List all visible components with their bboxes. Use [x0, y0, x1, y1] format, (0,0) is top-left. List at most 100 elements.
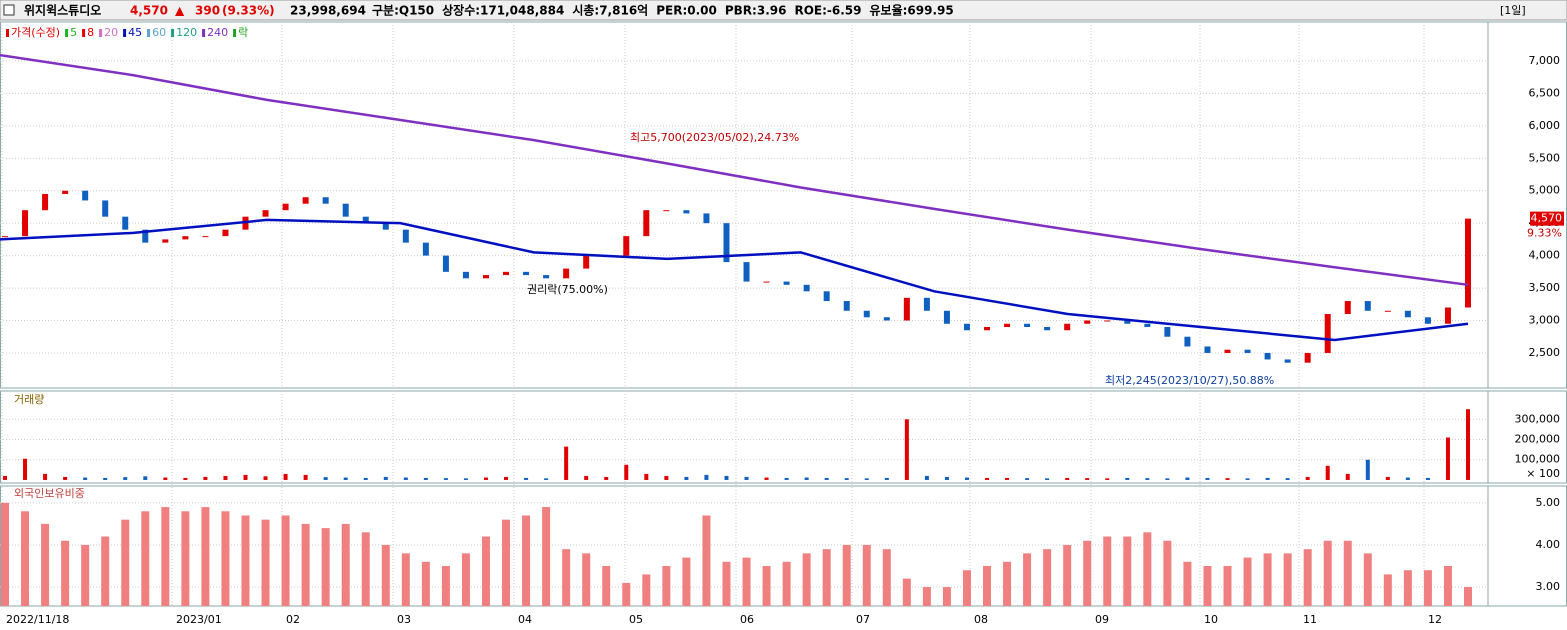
candle — [703, 213, 710, 224]
candle — [1304, 352, 1311, 363]
volume-bar — [985, 477, 990, 480]
foreign-bar — [1403, 570, 1412, 606]
volume-bar — [1265, 477, 1270, 480]
foreign-bar — [21, 511, 30, 606]
foreign-bar — [602, 566, 611, 606]
foreign-bar — [1163, 540, 1172, 606]
ma-line — [0, 53, 1469, 287]
foreign-bar — [361, 532, 370, 606]
candle — [1344, 301, 1351, 315]
volume-bar — [183, 477, 188, 480]
foreign-bar — [221, 511, 230, 606]
legend-swatch — [147, 29, 151, 37]
foreign-bar — [1383, 574, 1392, 606]
candle — [523, 271, 530, 276]
checkbox[interactable] — [3, 4, 15, 16]
foreign-bar — [421, 561, 430, 606]
foreign-bar — [1243, 557, 1252, 606]
header-text: ▲ — [175, 4, 185, 18]
candle — [62, 190, 69, 194]
header-text: 위지윅스튜디오 — [24, 3, 101, 18]
volume-bar — [43, 473, 48, 480]
legend-swatch — [82, 29, 86, 37]
y-tick-label: 4.00 — [1536, 538, 1561, 551]
header-text: (9.33%) — [222, 4, 275, 18]
header-item: PER:0.00 — [656, 4, 717, 18]
candle — [1164, 327, 1171, 337]
y-tick-label: 5.00 — [1536, 496, 1561, 509]
legend-entry: 8 — [87, 26, 94, 39]
legend-swatch — [99, 29, 103, 37]
header-text: 23,998,694 — [290, 4, 366, 18]
candle — [142, 229, 149, 243]
x-tick-label: 06 — [740, 613, 754, 626]
volume-bar — [1285, 478, 1290, 480]
candle — [82, 190, 89, 201]
foreign-bar — [1, 502, 9, 606]
foreign-bar — [1423, 570, 1432, 606]
x-tick-label: 09 — [1095, 613, 1109, 626]
volume-bar — [664, 475, 669, 480]
foreign-bar — [822, 549, 831, 606]
foreign-bar — [61, 540, 70, 606]
foreign-bar — [1003, 561, 1012, 606]
legend-swatch — [65, 29, 69, 37]
candle — [723, 223, 730, 263]
legend-swatch — [202, 29, 206, 37]
candle — [903, 297, 910, 321]
volume-bar — [704, 474, 709, 480]
y-tick-label: 5,500 — [1529, 151, 1561, 164]
header-bar — [0, 0, 1567, 21]
candle — [843, 301, 850, 311]
x-tick-label: 07 — [856, 613, 870, 626]
candle — [1284, 359, 1291, 363]
candle — [302, 197, 309, 204]
volume-bar — [343, 477, 348, 480]
volume-bar — [1245, 478, 1250, 480]
ma-line — [0, 218, 1469, 342]
y-tick-label: 3,500 — [1529, 281, 1561, 294]
volume-bar — [1305, 476, 1310, 480]
foreign-bar — [301, 523, 310, 606]
panel — [0, 390, 1567, 484]
candle — [583, 255, 590, 269]
volume-bar — [1105, 478, 1110, 480]
foreign-bar — [161, 507, 170, 606]
header-item: 시총:7,816억 — [572, 3, 648, 18]
candle — [963, 323, 970, 331]
annotation: 최고5,700(2023/05/02),24.73% — [630, 131, 799, 144]
foreign-bar — [962, 570, 971, 606]
panel-title: 외국인보유비중 — [14, 487, 85, 500]
legend-swatch — [6, 29, 9, 37]
x-tick-label: 05 — [629, 613, 643, 626]
candle — [442, 255, 449, 272]
legend-swatch — [171, 29, 175, 37]
volume-bar — [243, 474, 248, 480]
candle — [883, 317, 890, 321]
volume-bar — [3, 475, 7, 480]
foreign-bar — [181, 511, 190, 606]
volume-bar — [1185, 477, 1190, 480]
volume-bar — [684, 476, 689, 480]
candle — [1184, 336, 1191, 347]
candle — [2, 236, 8, 238]
foreign-bar — [642, 574, 651, 606]
foreign-bar — [922, 587, 931, 606]
legend-entry: 120 — [176, 26, 197, 39]
candle — [162, 239, 169, 243]
y-tick-label: 6,500 — [1529, 86, 1561, 99]
legend-entry: 45 — [128, 26, 142, 39]
candle — [382, 223, 389, 230]
foreign-bar — [81, 544, 90, 606]
y-tick-label: 6,000 — [1529, 119, 1561, 132]
legend-entry: 락 — [238, 26, 248, 39]
volume-bar — [884, 477, 889, 480]
volume-bar — [423, 477, 428, 480]
volume-bar — [624, 464, 629, 480]
foreign-bar — [241, 515, 250, 606]
foreign-bar — [321, 528, 330, 606]
volume-bar — [1045, 478, 1050, 480]
candle — [803, 284, 810, 292]
y-tick-label: 3,000 — [1529, 314, 1561, 327]
